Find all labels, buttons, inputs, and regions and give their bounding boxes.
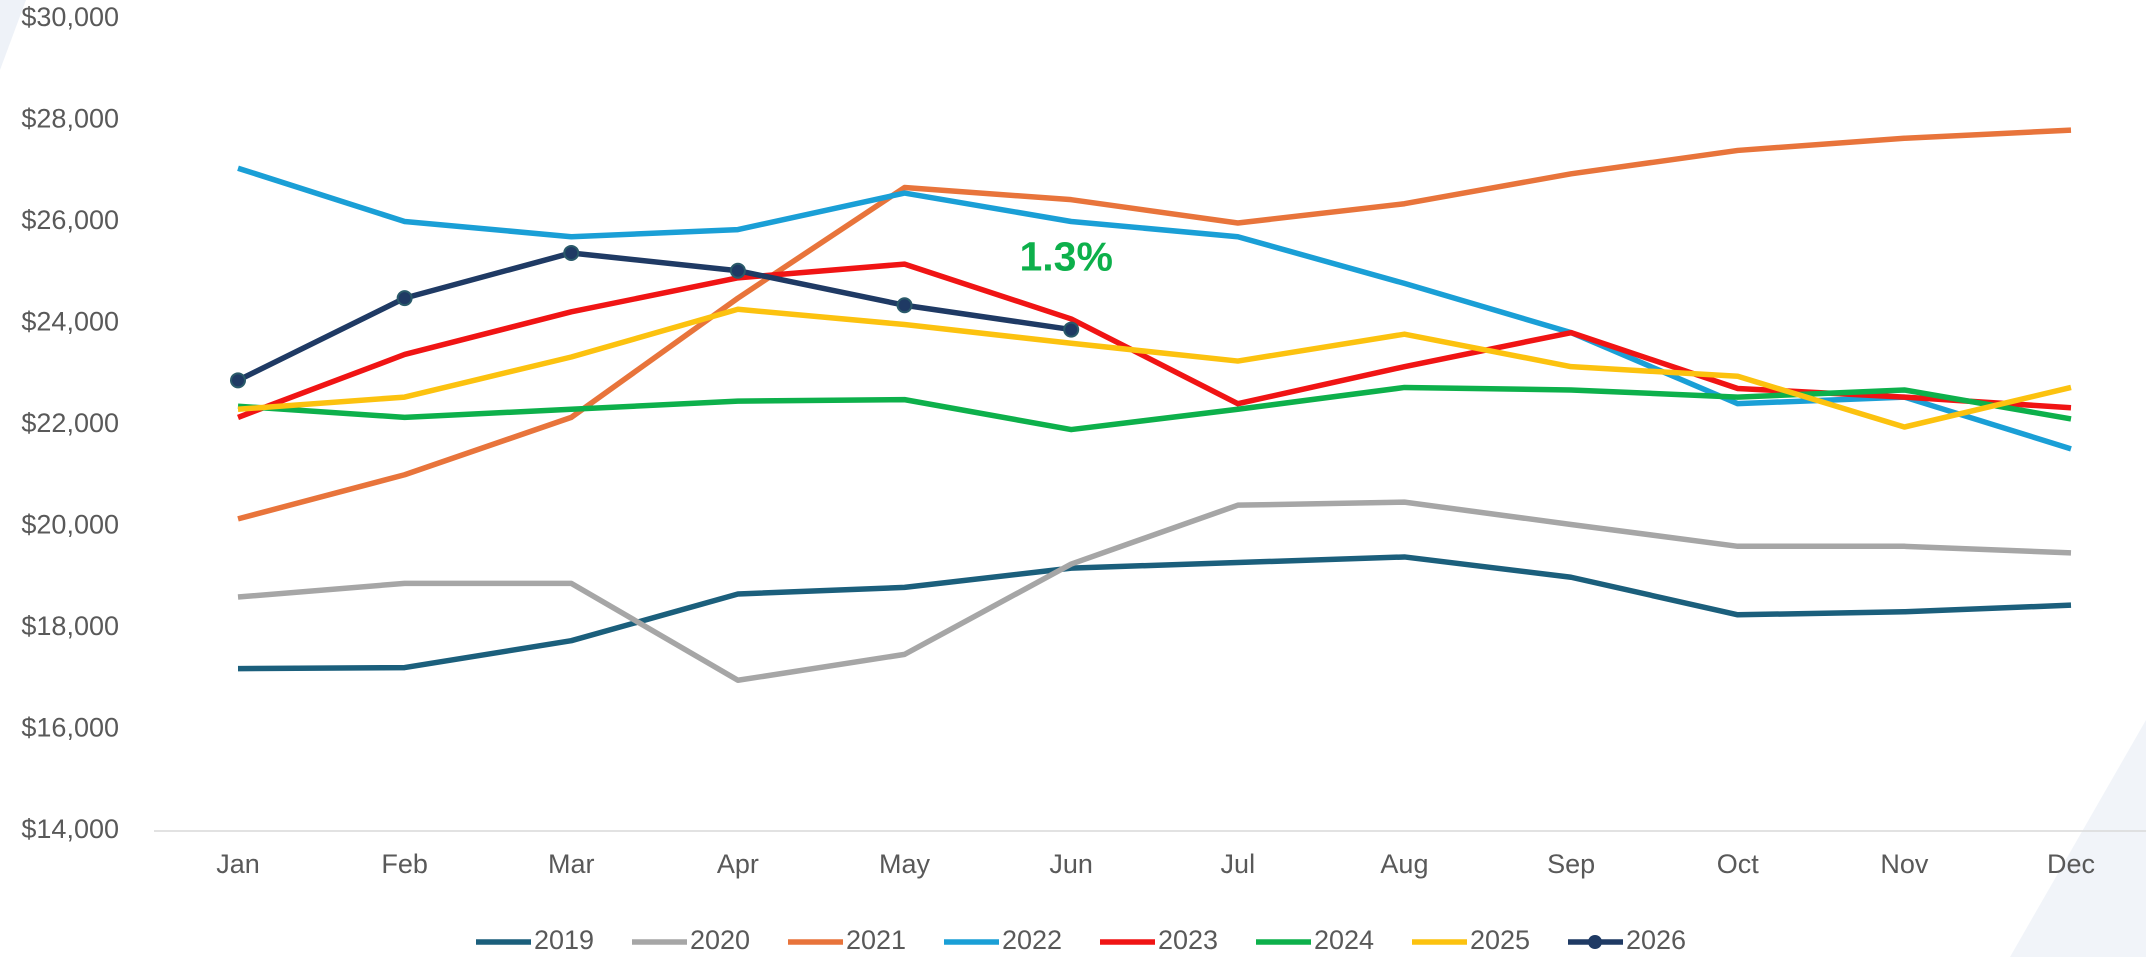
series-marker [1063, 321, 1080, 338]
x-tick-label: Aug [1380, 849, 1428, 879]
legend-label: 2019 [534, 925, 594, 955]
background-shape [2010, 720, 2146, 957]
x-tick-label: Nov [1880, 849, 1929, 879]
y-tick-label: $22,000 [21, 408, 119, 438]
series-line [237, 127, 2072, 522]
y-tick-label: $16,000 [21, 713, 119, 743]
legend-label: 2025 [1470, 925, 1530, 955]
y-tick-label: $14,000 [21, 814, 119, 844]
series-marker [396, 290, 413, 307]
x-tick-label: Oct [1717, 849, 1760, 879]
series-line [237, 554, 2072, 672]
legend-label: 2020 [690, 925, 750, 955]
series-marker [230, 372, 246, 389]
annotation: 1.3% [1019, 234, 1112, 280]
y-tick-label: $28,000 [21, 104, 119, 134]
series-marker [729, 262, 746, 279]
series-line [236, 250, 1072, 383]
x-tick-label: May [879, 849, 931, 879]
y-tick-label: $30,000 [21, 2, 119, 32]
x-tick-label: Feb [381, 849, 428, 879]
background-shape [0, 0, 26, 70]
y-tick-label: $18,000 [21, 611, 119, 641]
x-tick-label: Jul [1221, 849, 1256, 879]
legend-label: 2023 [1158, 925, 1218, 955]
series-line [237, 499, 2072, 684]
series-marker [563, 244, 580, 261]
series-line [237, 261, 2072, 420]
x-tick-label: Dec [2047, 849, 2095, 879]
legend-label: 2026 [1626, 925, 1686, 955]
y-tick-label: $26,000 [21, 205, 119, 235]
legend-label: 2021 [846, 925, 906, 955]
x-tick-label: Sep [1547, 849, 1595, 879]
series-marker [896, 297, 913, 314]
series-line [237, 306, 2072, 430]
y-tick-label: $20,000 [21, 510, 119, 540]
y-tick-label: $24,000 [21, 307, 119, 337]
x-tick-label: Jun [1049, 849, 1093, 879]
legend-marker [1588, 935, 1602, 949]
series-line [237, 165, 2072, 452]
series-line [237, 384, 2072, 433]
x-tick-label: Mar [548, 849, 595, 879]
x-tick-label: Apr [717, 849, 759, 879]
legend-label: 2024 [1314, 925, 1374, 955]
legend-label: 2022 [1002, 925, 1062, 955]
x-tick-label: Jan [216, 849, 260, 879]
